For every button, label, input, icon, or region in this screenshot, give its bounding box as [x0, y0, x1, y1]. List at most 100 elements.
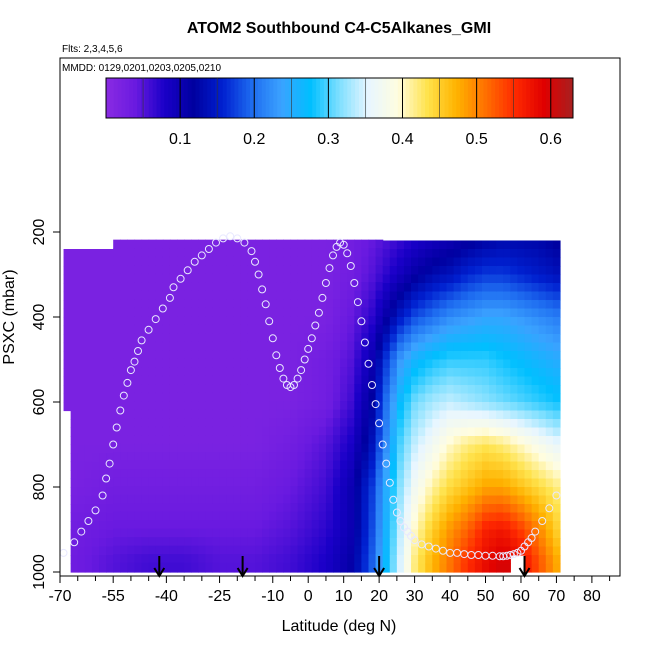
- field-cell: [226, 435, 235, 445]
- field-cell: [304, 316, 313, 326]
- field-cell: [318, 248, 327, 258]
- field-cell: [304, 545, 313, 555]
- field-cell: [70, 444, 79, 454]
- field-cell: [113, 290, 121, 300]
- track-point: [307, 334, 316, 343]
- field-cell: [496, 291, 504, 301]
- field-cell: [70, 419, 79, 429]
- field-cell: [368, 367, 377, 377]
- field-cell: [169, 256, 178, 266]
- field-cell: [120, 511, 128, 521]
- field-cell: [247, 350, 256, 360]
- field-cell: [198, 537, 206, 547]
- field-cell: [205, 537, 214, 547]
- field-cell: [474, 495, 483, 505]
- field-cell: [496, 436, 504, 446]
- field-cell: [311, 537, 320, 547]
- field-cell: [531, 334, 540, 344]
- field-cell: [474, 308, 483, 318]
- field-cell: [290, 511, 299, 521]
- field-cell: [276, 537, 284, 547]
- field-cell: [489, 495, 497, 505]
- field-cell: [347, 350, 355, 360]
- field-cell: [524, 385, 533, 395]
- field-cell: [177, 503, 185, 513]
- field-cell: [155, 418, 164, 428]
- field-cell: [141, 392, 150, 402]
- colorbar-segment: [475, 78, 481, 118]
- field-cell: [233, 571, 242, 573]
- field-cell: [318, 477, 327, 487]
- field-cell: [91, 478, 100, 488]
- field-cell: [155, 452, 164, 462]
- field-cell: [318, 503, 327, 513]
- field-cell: [538, 325, 547, 335]
- field-cell: [304, 537, 313, 547]
- field-cell: [84, 487, 93, 497]
- field-cell: [99, 308, 107, 318]
- field-cell: [63, 308, 72, 318]
- field-cell: [134, 307, 143, 317]
- field-cell: [453, 300, 462, 310]
- field-cell: [382, 495, 391, 505]
- field-cell: [474, 257, 483, 267]
- field-cell: [120, 460, 128, 470]
- field-cell: [517, 393, 526, 403]
- field-cell: [318, 545, 327, 555]
- field-cell: [304, 324, 313, 334]
- field-cell: [191, 452, 199, 462]
- field-cell: [255, 503, 263, 513]
- field-cell: [84, 504, 93, 514]
- field-cell: [489, 266, 497, 276]
- field-cell: [545, 359, 554, 369]
- field-cell: [77, 249, 86, 259]
- field-cell: [524, 308, 533, 318]
- field-cell: [545, 436, 554, 446]
- field-cell: [240, 537, 249, 547]
- field-cell: [269, 324, 277, 334]
- field-cell: [276, 452, 284, 462]
- track-point: [353, 298, 362, 307]
- field-cell: [403, 308, 412, 318]
- field-cell: [276, 435, 284, 445]
- field-cell: [155, 290, 164, 300]
- field-cell: [247, 299, 256, 309]
- field-cell: [255, 426, 263, 436]
- field-cell: [262, 418, 270, 428]
- field-cell: [411, 274, 419, 284]
- colorbar-segment: [199, 78, 204, 118]
- field-cell: [127, 375, 136, 385]
- field-cell: [325, 290, 334, 300]
- field-cell: [262, 494, 270, 504]
- field-cell: [382, 529, 391, 539]
- field-cell: [361, 562, 370, 572]
- field-cell: [113, 520, 121, 530]
- field-cell: [411, 249, 419, 259]
- field-cell: [134, 358, 143, 368]
- field-cell: [70, 555, 79, 565]
- field-cell: [340, 307, 348, 317]
- field-cell: [141, 256, 150, 266]
- field-cell: [446, 308, 455, 318]
- field-cell: [247, 435, 256, 445]
- field-cell: [382, 240, 391, 250]
- field-cell: [325, 384, 334, 394]
- field-cell: [63, 317, 72, 327]
- field-cell: [375, 324, 384, 334]
- field-cell: [77, 300, 86, 310]
- field-cell: [169, 282, 178, 292]
- field-cell: [396, 555, 405, 565]
- field-cell: [184, 486, 192, 496]
- field-cell: [262, 307, 270, 317]
- field-cell: [290, 571, 299, 573]
- field-cell: [247, 333, 256, 343]
- field-cell: [552, 402, 561, 412]
- field-cell: [148, 409, 157, 419]
- field-cell: [368, 545, 377, 555]
- field-cell: [77, 461, 86, 471]
- field-cell: [276, 520, 284, 530]
- field-cell: [368, 273, 377, 283]
- field-cell: [283, 401, 292, 411]
- field-cell: [205, 333, 214, 343]
- field-cell: [552, 359, 561, 369]
